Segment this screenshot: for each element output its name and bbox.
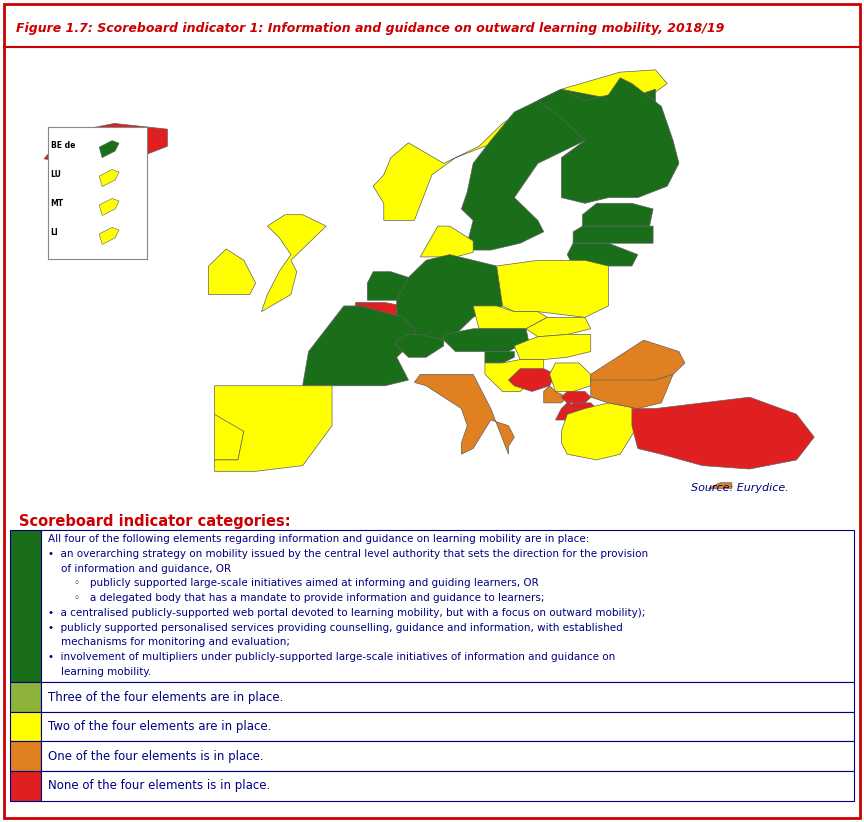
Polygon shape [208,249,256,294]
Polygon shape [632,397,814,469]
Polygon shape [562,391,591,403]
Polygon shape [526,317,591,337]
Polygon shape [485,359,543,391]
Polygon shape [582,203,653,226]
Polygon shape [373,70,667,220]
Text: ◦   publicly supported large-scale initiatives aimed at informing and guiding le: ◦ publicly supported large-scale initiat… [48,579,539,589]
Polygon shape [99,228,119,244]
Polygon shape [214,386,332,471]
Polygon shape [262,215,326,312]
Polygon shape [99,141,119,158]
Text: •  publicly supported personalised services providing counselling, guidance and : • publicly supported personalised servic… [48,622,623,633]
Polygon shape [397,255,503,340]
Text: BE de: BE de [50,141,75,150]
Text: Three of the four elements are in place.: Three of the four elements are in place. [48,690,283,704]
Polygon shape [562,403,638,460]
Polygon shape [99,169,119,187]
Text: ◦   a delegated body that has a mandate to provide information and guidance to l: ◦ a delegated body that has a mandate to… [48,593,545,603]
Polygon shape [214,403,244,460]
Text: mechanisms for monitoring and evaluation;: mechanisms for monitoring and evaluation… [48,637,290,647]
Text: Source: Eurydice.: Source: Eurydice. [691,483,789,493]
Text: learning mobility.: learning mobility. [48,667,152,677]
Polygon shape [514,335,591,359]
Polygon shape [473,306,547,329]
Polygon shape [444,329,529,352]
Polygon shape [591,374,673,409]
Polygon shape [396,309,403,317]
Polygon shape [302,306,415,386]
Text: •  involvement of multipliers under publicly-supported large-scale initiatives o: • involvement of multipliers under publi… [48,652,616,662]
Polygon shape [550,363,591,391]
Polygon shape [543,386,568,403]
Text: •  an overarching strategy on mobility issued by the central level authority tha: • an overarching strategy on mobility is… [48,549,649,559]
Polygon shape [573,226,653,243]
Text: of information and guidance, OR: of information and guidance, OR [48,564,232,574]
Polygon shape [99,198,119,215]
Polygon shape [708,483,732,488]
Text: MT: MT [50,199,64,208]
Polygon shape [356,302,403,317]
Polygon shape [591,340,685,386]
Text: •  a centralised publicly-supported web portal devoted to learning mobility, but: • a centralised publicly-supported web p… [48,608,645,618]
Polygon shape [568,403,597,414]
Polygon shape [556,397,573,420]
Polygon shape [497,261,608,317]
Text: Figure 1.7: Scoreboard indicator 1: Information and guidance on outward learning: Figure 1.7: Scoreboard indicator 1: Info… [16,22,724,35]
Polygon shape [415,374,514,455]
Polygon shape [397,335,444,358]
Polygon shape [367,272,409,300]
Polygon shape [44,123,168,166]
Text: One of the four elements is in place.: One of the four elements is in place. [48,750,264,763]
Text: LI: LI [50,228,58,237]
Polygon shape [537,78,679,203]
Polygon shape [568,243,638,266]
Text: LU: LU [50,169,61,178]
Polygon shape [485,352,514,363]
Polygon shape [455,90,656,250]
Polygon shape [508,368,556,391]
Text: All four of the following elements regarding information and guidance on learnin: All four of the following elements regar… [48,534,590,544]
Text: None of the four elements is in place.: None of the four elements is in place. [48,779,270,792]
Polygon shape [420,226,473,257]
Text: Scoreboard indicator categories:: Scoreboard indicator categories: [19,514,290,529]
Text: Two of the four elements are in place.: Two of the four elements are in place. [48,720,272,733]
